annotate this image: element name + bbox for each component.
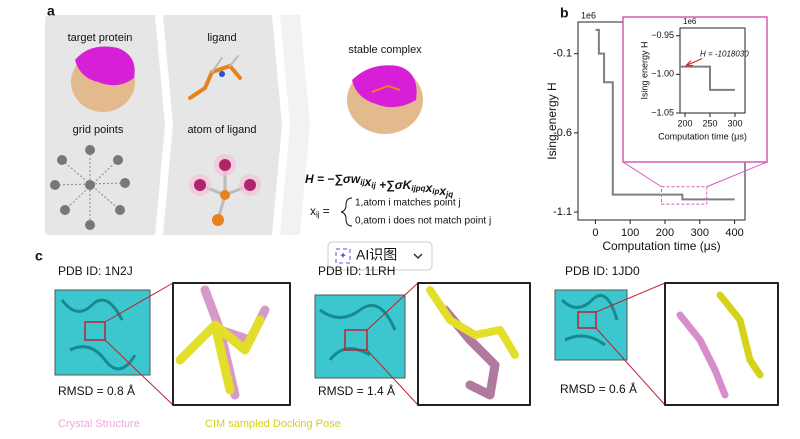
subscript: ip: [432, 187, 439, 196]
x-tick-label: 300: [691, 227, 709, 239]
step-panel: [280, 15, 310, 235]
panel-label: b: [560, 5, 569, 21]
panel-c: c PDB ID: 1N2J PDB ID: 1LRH PDB ID: 1JD0…: [35, 248, 779, 430]
pdb-id: PDB ID: 1N2J: [58, 264, 133, 278]
step-title: stable complex: [348, 44, 422, 56]
step-title: atom of ligand: [187, 124, 256, 136]
y-axis-label: Ising energy H: [639, 41, 649, 99]
formula-part: x: [425, 181, 434, 195]
formula-part: K: [403, 178, 413, 192]
panel-a: a target protein ligand stable complex g…: [45, 3, 491, 235]
x-tick-label: 200: [677, 118, 692, 128]
step-title: ligand: [207, 32, 236, 44]
step-title: target protein: [68, 32, 133, 44]
ligand-atoms-icon: [189, 154, 261, 226]
line: [595, 28, 735, 201]
panel-label: c: [35, 248, 43, 264]
y-tick-label: -0.1: [553, 48, 572, 60]
button-text[interactable]: AI识图: [356, 247, 397, 263]
svg-text:xij=: xij =: [310, 204, 330, 219]
pdb-id: PDB ID: 1JD0: [565, 264, 640, 278]
panel-b: b -0.1 -0.6 -1.1 0 100 200 300 400 Computation ti…: [545, 5, 768, 253]
subscript: ij: [371, 181, 376, 190]
y-tick-label: -0.6: [553, 127, 572, 139]
axis-multiplier: 1e6: [683, 17, 697, 26]
legend-entry: Crystal Structure: [58, 418, 140, 430]
plot-frame: [679, 27, 746, 114]
equals: =: [323, 204, 330, 218]
subscript: ijpq: [411, 184, 425, 193]
y-tick-label: −1.05: [651, 107, 674, 117]
case: 1,atom i matches point j: [355, 198, 461, 209]
zoom-connector: [622, 161, 768, 188]
x-axis-label: Computation time (μs): [602, 239, 720, 253]
svg-text:✦: ✦: [339, 250, 347, 260]
x-tick-label: 400: [725, 227, 743, 239]
inset-frame: [622, 16, 768, 163]
formula-part: w: [351, 172, 361, 186]
formula-part: H = −∑σ: [305, 172, 352, 186]
annotation-arrow: [685, 58, 703, 67]
variable: x: [310, 204, 316, 218]
x-tick-label: 100: [621, 227, 639, 239]
pdb-id: PDB ID: 1LRH: [318, 264, 395, 278]
legend-entry: CIM sampled Docking Pose: [205, 418, 341, 430]
x-tick-label: 0: [592, 227, 598, 239]
zoom-region: [661, 186, 708, 205]
annotation: H = -1018030: [700, 50, 749, 59]
rmsd: RMSD = 0.8 Å: [58, 383, 135, 398]
line: [680, 65, 735, 91]
x-tick-label: 200: [656, 227, 674, 239]
subscript: ij: [360, 178, 365, 187]
x-axis-label: Computation time (μs): [658, 131, 747, 141]
axis-multiplier: 1e6: [581, 10, 596, 20]
y-tick-label: −1.00: [651, 69, 674, 79]
rmsd: RMSD = 0.6 Å: [560, 381, 637, 396]
overlay-button[interactable]: ✦ AI识图: [327, 241, 433, 271]
panel-label: a: [47, 3, 55, 19]
subscript: ij: [316, 210, 320, 219]
grid-points-icon: [50, 145, 130, 230]
y-tick-label: −0.95: [651, 30, 674, 40]
structure-thumbnails: [54, 282, 666, 406]
hamiltonian: H = −∑σwijxij +∑σKijpqxipxjq: [305, 172, 453, 199]
ligand-icon: [188, 55, 242, 100]
formula-part: +∑σ: [376, 178, 404, 192]
x-tick-label: 300: [727, 118, 742, 128]
step-title: grid points: [73, 124, 124, 136]
subscript: jq: [445, 190, 453, 199]
y-axis-label: Ising energy H: [545, 82, 559, 159]
formula-part: x: [438, 184, 447, 198]
complex-icon: [347, 65, 423, 134]
formula-part: x: [364, 175, 373, 189]
y-tick-label: -1.1: [553, 206, 572, 218]
x-tick-label: 250: [702, 118, 717, 128]
zoom-boxes: [172, 282, 779, 406]
x-definition: xij = 1,atom i matches point j 0,atom i d…: [310, 197, 491, 227]
rmsd: RMSD = 1.4 Å: [318, 383, 395, 398]
protein-icon: [71, 46, 135, 112]
case: 0,atom i does not match point j: [355, 216, 491, 227]
